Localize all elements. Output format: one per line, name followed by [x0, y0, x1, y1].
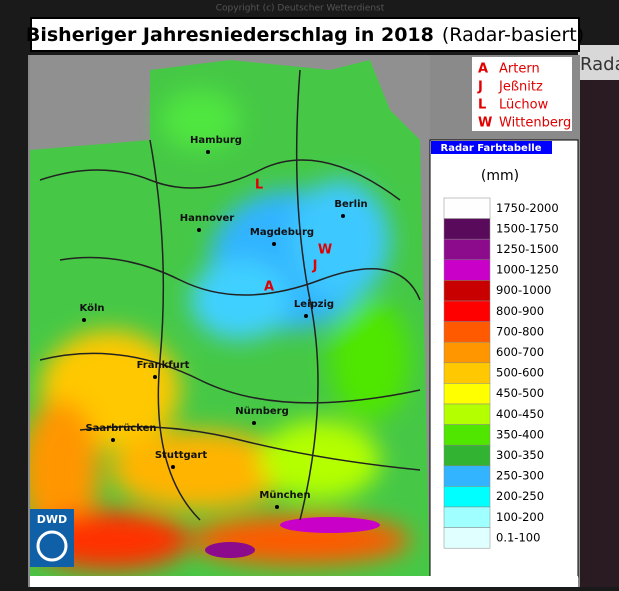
city-dot [197, 228, 201, 232]
legend-swatch [443, 300, 491, 322]
city-label: Nürnberg [235, 406, 289, 417]
city-dot [272, 242, 276, 246]
city-dot [171, 465, 175, 469]
city-dot [206, 150, 210, 154]
city-label: Hannover [180, 213, 235, 224]
legend-swatch [443, 465, 491, 487]
legend-label: 100-200 [496, 510, 544, 524]
station-code: J [477, 80, 483, 95]
title-box [30, 17, 580, 52]
city-label: Magdeburg [250, 227, 314, 238]
legend-label: 900-1000 [496, 283, 551, 297]
city-label: Stuttgart [155, 450, 208, 461]
legend-unit: (mm) [481, 168, 519, 184]
bottom-strip [30, 576, 578, 587]
legend-label: 800-900 [496, 304, 544, 318]
legend-swatch [443, 197, 491, 219]
legend-swatch [443, 218, 491, 240]
legend-label: 300-350 [496, 448, 544, 462]
city-dot [153, 375, 157, 379]
legend-label: 0.1-100 [496, 530, 540, 544]
legend-swatch [443, 321, 491, 343]
legend-label: 1750-2000 [496, 201, 559, 215]
legend-swatch [443, 341, 491, 364]
legend-swatch [443, 403, 491, 425]
title-sub: (Radar-basiert) [442, 24, 584, 46]
legend-swatch [443, 280, 491, 302]
borders [39, 69, 421, 521]
city-dot [252, 421, 256, 425]
precipitation-map [30, 55, 430, 587]
station-name: Wittenberg [499, 116, 571, 131]
city-label: Frankfurt [137, 360, 190, 371]
legend-swatch [443, 486, 491, 508]
city-label: Hamburg [190, 135, 242, 146]
side-panel [578, 45, 619, 587]
city-dot [341, 214, 345, 218]
legend-label: 450-500 [496, 386, 544, 400]
city-label: Saarbrücken [85, 423, 156, 434]
legend-swatch [443, 362, 491, 384]
copyright: Copyright (c) Deutscher Wetterdienst [216, 4, 385, 14]
station-marker: W [318, 243, 332, 258]
logo: DWD [37, 513, 67, 526]
station-marker: A [264, 280, 274, 295]
title: Bisheriger Jahresniederschlag in 2018 (Ra… [26, 24, 584, 46]
legend-header [431, 141, 552, 154]
city-dot [275, 505, 279, 509]
logo-swirl [36, 530, 68, 562]
station-marker: L [255, 178, 263, 193]
legend-swatch [443, 383, 491, 405]
station-name: Jeßnitz [498, 80, 543, 95]
legend-label: 700-800 [496, 324, 544, 338]
legend-swatch [443, 444, 491, 467]
station-name: Lüchow [499, 98, 549, 113]
legend-swatch [443, 238, 491, 261]
station-name: Artern [499, 62, 540, 77]
legend-swatch [443, 424, 491, 446]
legend-swatch [443, 506, 491, 528]
side-text: Rada [580, 54, 619, 75]
alps-peak [280, 517, 380, 533]
alps-peak [205, 542, 255, 558]
city-label: Leipzig [294, 299, 334, 310]
side-header [578, 45, 619, 80]
legend-label: 350-400 [496, 427, 544, 441]
legend-label: 1500-1750 [496, 221, 559, 235]
city-label: Berlin [334, 199, 367, 210]
title-main: Bisheriger Jahresniederschlag in 2018 [26, 24, 434, 46]
city-label: München [259, 490, 310, 501]
station-marker: J [312, 259, 318, 274]
legend-label: 1250-1500 [496, 242, 559, 256]
city-dot [82, 318, 86, 322]
city-dot [111, 438, 115, 442]
legend-swatch [443, 527, 491, 549]
legend-label: 400-450 [496, 407, 544, 421]
city-dot [304, 314, 308, 318]
legend-label: 600-700 [496, 345, 544, 359]
legend-label: 500-600 [496, 366, 544, 380]
legend-label: 200-250 [496, 489, 544, 503]
legend-title: Radar Farbtabelle [441, 143, 542, 154]
station-code: W [478, 116, 492, 131]
station-code: A [478, 62, 488, 77]
logo-box [30, 509, 74, 567]
station-legend [472, 57, 572, 131]
legend-label: 250-300 [496, 469, 544, 483]
city-label: Köln [80, 303, 105, 314]
station-code: L [478, 98, 486, 113]
legend-swatch [443, 259, 491, 281]
legend-label: 1000-1250 [496, 263, 559, 277]
